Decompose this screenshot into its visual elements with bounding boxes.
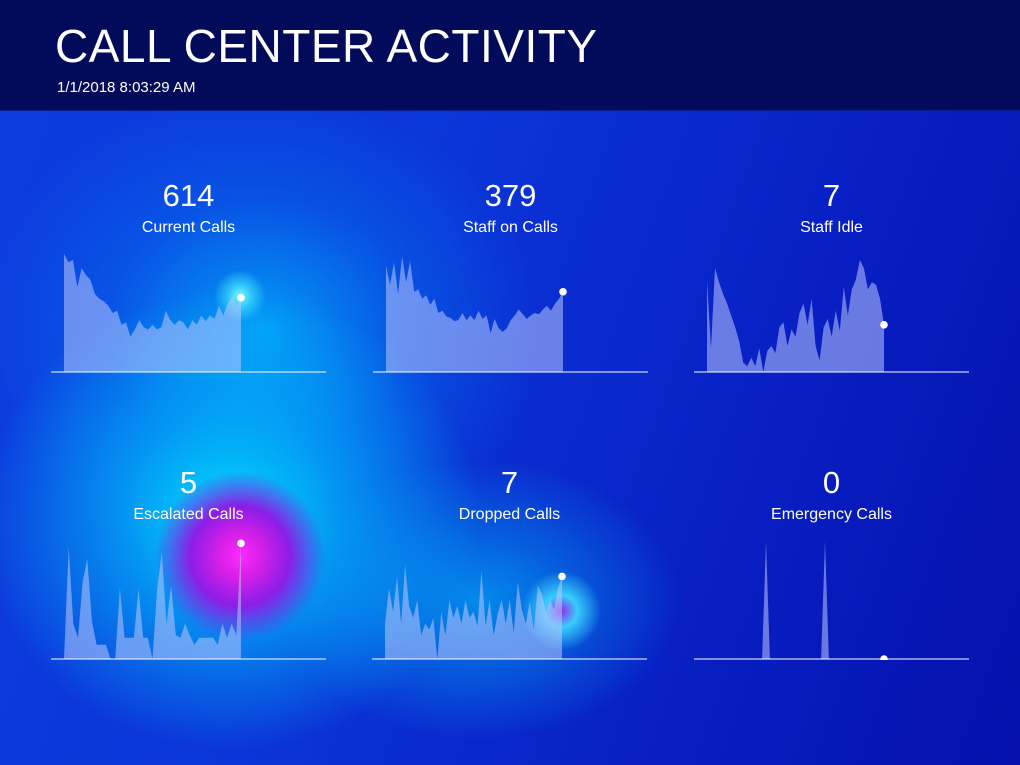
sparkline-chart[interactable] [51,535,326,660]
kpi-label: Escalated Calls [133,506,244,523]
sparkline-chart[interactable] [373,248,648,373]
kpi-panel-escalated-calls[interactable]: 5 Escalated Calls [51,465,326,665]
sparkline-chart[interactable] [372,535,647,660]
kpi-label: Current Calls [141,219,236,236]
sparkline-last-point[interactable] [559,287,567,296]
kpi-label: Dropped Calls [458,506,561,523]
kpi-panel-dropped-calls[interactable]: 7 Dropped Calls [372,465,647,665]
header-bar: CALL CENTER ACTIVITY 1/1/2018 8:03:29 AM [0,0,1020,111]
kpi-panel-staff-idle[interactable]: 7 Staff Idle [694,178,969,378]
sparkline-area [707,541,884,659]
kpi-panel-emergency-calls[interactable]: 0 Emergency Calls [694,465,969,665]
sparkline-area [64,254,241,372]
kpi-label: Emergency Calls [771,506,892,523]
sparkline-chart[interactable] [694,248,969,373]
sparkline-last-point[interactable] [558,572,566,581]
sparkline-chart[interactable] [51,248,326,373]
sparkline-chart[interactable] [694,535,969,660]
kpi-panel-current-calls[interactable]: 614 Current Calls [51,178,326,378]
kpi-value: 0 [822,465,841,500]
sparkline-last-point[interactable] [880,321,888,329]
sparkline-area [385,564,562,659]
kpi-panel-staff-on-calls[interactable]: 379 Staff on Calls [373,178,648,378]
page-title: CALL CENTER ACTIVITY [55,20,598,72]
sparkline-area [386,256,563,372]
sparkline-last-point[interactable] [880,655,888,660]
sparkline-area [64,543,241,659]
kpi-value: 614 [162,178,215,213]
kpi-value: 7 [822,178,841,213]
timestamp: 1/1/2018 8:03:29 AM [57,79,196,96]
kpi-value: 5 [179,465,198,500]
kpi-value: 7 [500,465,519,500]
kpi-value: 379 [484,178,537,213]
sparkline-last-point[interactable] [237,293,245,302]
sparkline-last-point[interactable] [237,539,245,548]
kpi-label: Staff Idle [800,219,863,236]
kpi-label: Staff on Calls [463,219,558,236]
sparkline-area [707,259,884,372]
